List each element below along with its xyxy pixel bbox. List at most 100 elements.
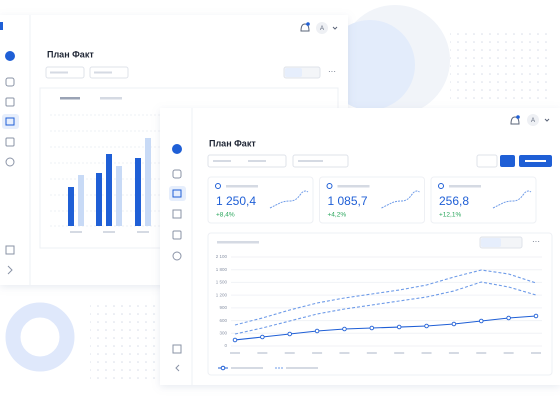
nav-icon[interactable] xyxy=(172,189,182,198)
x-tick-placeholder xyxy=(366,352,377,354)
kpi-row: 1 250,4 +8,4% 1 085,7 +4,2% 256,8 +12,1% xyxy=(207,176,537,224)
legend-marker xyxy=(220,365,226,371)
nav-icon[interactable] xyxy=(172,344,182,354)
x-tick-placeholder xyxy=(394,352,405,354)
kpi-label-placeholder xyxy=(337,185,370,188)
x-tick-placeholder xyxy=(421,352,432,354)
line-chart: 2 100 1 800 1 500 1 200 900 600 300 0 xyxy=(216,254,542,354)
nav-active[interactable] xyxy=(169,186,186,201)
x-tick-placeholder xyxy=(257,352,268,354)
sparkline xyxy=(492,190,532,209)
x-tick-placeholder xyxy=(476,352,487,354)
toggle-active[interactable] xyxy=(285,68,302,77)
series-line xyxy=(234,281,537,335)
chevron[interactable] xyxy=(332,26,338,30)
kpi-value: 1 085,7 xyxy=(328,194,368,208)
y-tick-label: 300 xyxy=(219,330,227,335)
chart-card xyxy=(207,232,553,376)
x-tick-placeholder xyxy=(339,352,350,354)
chevron[interactable] xyxy=(544,118,550,122)
kpi-icon xyxy=(438,183,444,189)
point xyxy=(506,315,511,321)
front-window: A План Факт 1 250,4 +8,4% 1 085,7 +4,2% 256,… xyxy=(160,108,560,385)
kpi-icon xyxy=(326,183,333,189)
kpi-label-placeholder xyxy=(226,185,258,188)
kpi-change: +12,1% xyxy=(439,212,461,219)
y-tick-label: 1 500 xyxy=(216,280,228,285)
series-line xyxy=(234,269,537,326)
more[interactable]: ··· xyxy=(328,67,336,76)
chart-title-placeholder xyxy=(217,241,259,244)
nav-icon[interactable] xyxy=(172,169,182,179)
bell-badge xyxy=(516,115,520,119)
kpi-card xyxy=(430,176,537,224)
x-tick-placeholder xyxy=(312,352,323,354)
nav-icon[interactable] xyxy=(172,251,182,261)
x-tick-placeholder xyxy=(448,352,459,354)
kpi-card xyxy=(319,176,425,224)
point xyxy=(479,318,484,324)
avatar[interactable] xyxy=(316,22,328,34)
point xyxy=(424,323,429,329)
nav-expand[interactable] xyxy=(7,265,13,275)
kpi-change: +4,2% xyxy=(328,212,347,219)
nav-collapse[interactable] xyxy=(175,364,180,372)
bell[interactable] xyxy=(510,116,520,125)
x-tick-placeholder xyxy=(503,352,514,354)
avatar[interactable] xyxy=(527,114,539,126)
kpi-card xyxy=(207,176,314,224)
bell-badge xyxy=(306,22,310,26)
x-tick-placeholder xyxy=(230,352,240,354)
y-tick-label: 0 xyxy=(224,343,227,348)
legend-placeholder xyxy=(100,97,122,100)
logo-dot[interactable] xyxy=(172,144,182,154)
kpi-change: +8,4% xyxy=(216,212,235,219)
page-title: План Факт xyxy=(209,138,256,148)
nav-icon[interactable] xyxy=(5,77,15,87)
point xyxy=(260,334,265,340)
nav-icon[interactable] xyxy=(172,209,182,219)
download-button[interactable] xyxy=(500,155,515,167)
sparkline xyxy=(269,190,309,209)
more[interactable]: ··· xyxy=(532,237,540,246)
point xyxy=(396,324,402,330)
series-line xyxy=(234,315,537,341)
logo-dot[interactable] xyxy=(5,51,15,61)
bell[interactable] xyxy=(300,23,310,32)
sparkline xyxy=(381,190,420,209)
point xyxy=(369,325,375,331)
y-tick-label: 900 xyxy=(219,305,227,310)
nav-icon[interactable] xyxy=(5,137,15,147)
date-range[interactable] xyxy=(207,154,287,168)
nav-icon[interactable] xyxy=(5,97,15,107)
nav-icon[interactable] xyxy=(172,230,182,240)
toggle-active[interactable] xyxy=(481,238,501,247)
nav-active[interactable] xyxy=(2,114,19,129)
bg-dots xyxy=(90,300,160,380)
bg-donut xyxy=(5,302,75,372)
point xyxy=(232,337,238,343)
nav-icon[interactable] xyxy=(5,157,15,167)
point xyxy=(287,331,292,337)
point xyxy=(314,328,320,334)
nav-icon[interactable] xyxy=(5,117,15,126)
kpi-label-placeholder xyxy=(449,185,481,188)
kpi-value: 1 250,4 xyxy=(216,194,256,208)
legend-placeholder xyxy=(60,97,80,100)
y-tick-label: 2 100 xyxy=(216,254,228,259)
x-tick-placeholder xyxy=(531,352,541,354)
point xyxy=(533,313,539,319)
bg-dots xyxy=(450,30,550,100)
filter-button[interactable] xyxy=(476,154,498,168)
avatar-letter: A xyxy=(320,26,324,32)
point xyxy=(451,321,457,327)
y-tick-label: 600 xyxy=(219,318,227,323)
logo xyxy=(0,22,3,30)
avatar-letter: A xyxy=(531,118,535,124)
nav-icon[interactable] xyxy=(5,245,15,255)
y-tick-label: 1 800 xyxy=(216,267,228,272)
page-title: План Факт xyxy=(47,49,94,59)
kpi-value: 256,8 xyxy=(439,194,469,208)
back-bars xyxy=(68,138,151,226)
